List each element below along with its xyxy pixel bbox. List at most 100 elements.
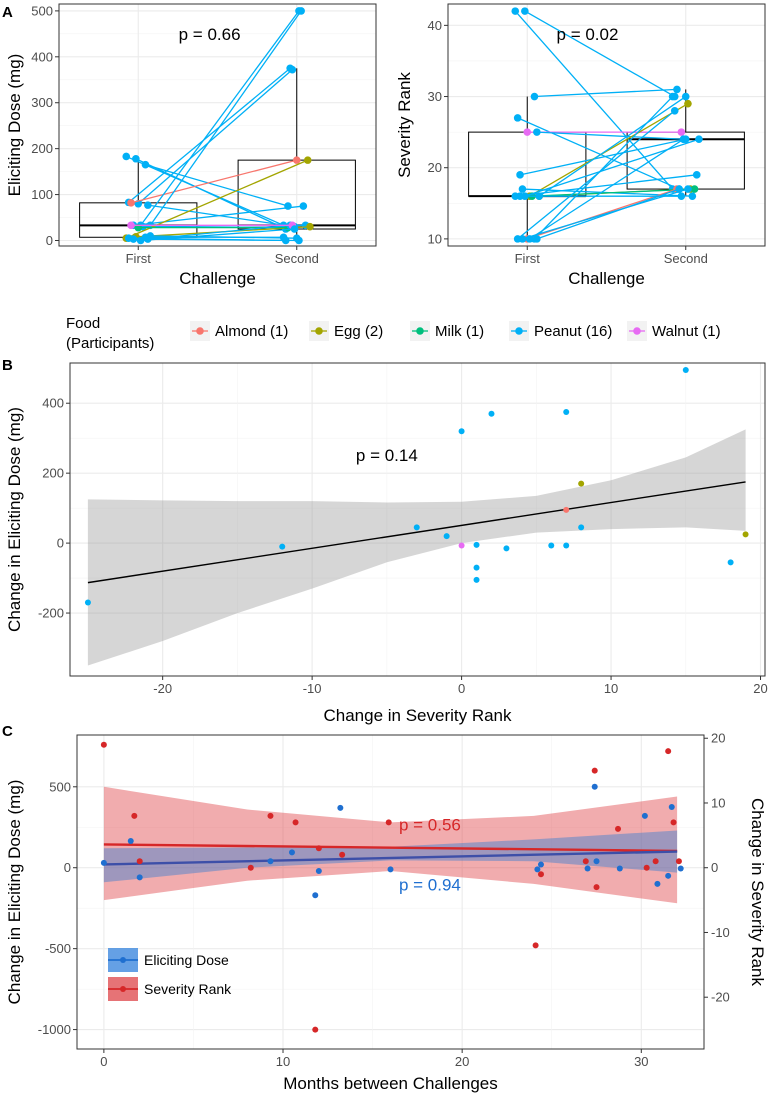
panel-label-c: C xyxy=(2,723,13,740)
pair-line xyxy=(128,67,291,203)
pair-point-first xyxy=(127,199,135,207)
scatter-point-severity xyxy=(315,845,322,852)
scatter-point xyxy=(563,542,570,549)
x-tick-label: 20 xyxy=(455,1054,469,1069)
y-tick-label: 0 xyxy=(57,536,64,551)
scatter-point-severity xyxy=(615,825,622,832)
x-tick-label: -10 xyxy=(303,681,322,696)
pair-point-second xyxy=(299,202,308,210)
scatter-point xyxy=(443,533,450,540)
x-tick-label: 20 xyxy=(753,681,767,696)
pair-point-second xyxy=(677,192,686,200)
panel-label-b: B xyxy=(2,357,13,374)
pair-point-first xyxy=(516,192,524,200)
legend-key-point xyxy=(633,327,641,335)
x-axis-title: Challenge xyxy=(568,269,645,288)
legend-title-line2: (Participants) xyxy=(66,335,154,352)
scatter-point xyxy=(578,480,585,487)
legend-c-label: Eliciting Dose xyxy=(144,952,229,968)
regression-line xyxy=(87,481,746,584)
y-tick-label: -20 xyxy=(711,990,730,1005)
scatter-point-severity xyxy=(136,858,143,865)
pair-point-second xyxy=(679,135,688,144)
pair-point-first xyxy=(516,171,524,179)
pair-point-second xyxy=(684,99,692,108)
y-tick-label: 500 xyxy=(31,3,53,18)
pair-point-first xyxy=(136,236,145,245)
y-tick-label: 20 xyxy=(711,731,725,746)
scatter-point xyxy=(473,576,480,583)
legend-item-label: Milk (1) xyxy=(435,323,484,340)
scatter-point xyxy=(458,542,465,549)
y-tick-label: 0 xyxy=(46,233,53,248)
pair-point-second xyxy=(288,65,297,74)
pair-line xyxy=(532,188,695,197)
scatter-point-dose xyxy=(641,812,648,819)
pair-point-second xyxy=(303,156,312,164)
scatter-point-dose xyxy=(537,861,544,868)
pair-line xyxy=(140,10,300,226)
pair-line xyxy=(536,188,680,240)
chart-a-eliciting-dose: 0 100 200 300 400 500 First Second p = 0.66 Chall… xyxy=(5,3,377,288)
pair-point-second xyxy=(297,7,305,15)
scatter-point-dose xyxy=(665,872,672,879)
legend-item-label: Walnut (1) xyxy=(652,323,721,340)
legend-key-point xyxy=(315,327,323,335)
panel-label-a: A xyxy=(2,4,13,21)
pair-line xyxy=(130,159,297,204)
scatter-point-dose xyxy=(677,865,684,872)
pair-point-second xyxy=(688,192,697,200)
scatter-point-dose xyxy=(593,858,600,865)
pair-point-second xyxy=(295,236,303,245)
y-tick-label: 0 xyxy=(64,860,71,875)
p-value-annotation: p = 0.66 xyxy=(179,25,241,44)
p-value-annotation: p = 0.02 xyxy=(557,25,619,44)
pair-point-first xyxy=(533,128,541,136)
legend-item-label: Almond (1) xyxy=(215,323,288,340)
y-tick-label: -200 xyxy=(38,606,64,621)
pair-point-first xyxy=(533,235,541,243)
legend-item-label: Peanut (16) xyxy=(534,323,612,340)
y-tick-label: 200 xyxy=(42,466,64,481)
x-axis-title: Months between Challenges xyxy=(283,1074,498,1093)
scatter-point xyxy=(488,410,495,417)
scatter-point-severity xyxy=(385,819,392,826)
scatter-point-dose xyxy=(654,880,661,887)
pair-line xyxy=(524,10,676,98)
pair-line xyxy=(135,158,287,230)
y-tick-label: 0 xyxy=(711,860,718,875)
pair-point-first xyxy=(513,114,522,122)
y-axis-title: Severity Rank xyxy=(395,72,414,178)
pair-line xyxy=(150,235,297,239)
pair-point-second xyxy=(684,185,692,193)
pair-point-second xyxy=(306,222,314,231)
pair-point-first xyxy=(146,232,155,240)
x-tick-label: -20 xyxy=(153,681,172,696)
scatter-point-severity xyxy=(312,1026,319,1033)
x-tick-label: 10 xyxy=(276,1054,290,1069)
scatter-point-severity xyxy=(643,864,650,871)
x-tick-label: First xyxy=(515,251,541,266)
x-tick-label: 10 xyxy=(604,681,618,696)
scatter-point-severity xyxy=(675,858,682,865)
plot-frame xyxy=(69,362,766,677)
pair-point-first xyxy=(127,221,135,230)
scatter-point-dose xyxy=(591,783,598,790)
scatter-point xyxy=(563,408,570,415)
pair-point-first xyxy=(144,201,152,209)
pair-point-second xyxy=(692,171,701,179)
scatter-point-severity xyxy=(591,767,598,774)
pair-point-first xyxy=(518,235,527,243)
x-tick-label: 0 xyxy=(100,1054,107,1069)
legend-key-point xyxy=(515,327,523,335)
pair-point-second xyxy=(673,85,681,94)
scatter-point xyxy=(727,559,734,566)
scatter-point xyxy=(682,366,689,373)
y-tick-label: 40 xyxy=(428,18,442,33)
pair-point-second xyxy=(292,156,301,164)
scatter-point-severity xyxy=(131,812,138,819)
pair-line xyxy=(522,188,689,240)
pair-line xyxy=(133,205,304,226)
y-tick-label: 30 xyxy=(428,89,442,104)
scatter-point-severity xyxy=(652,858,659,865)
